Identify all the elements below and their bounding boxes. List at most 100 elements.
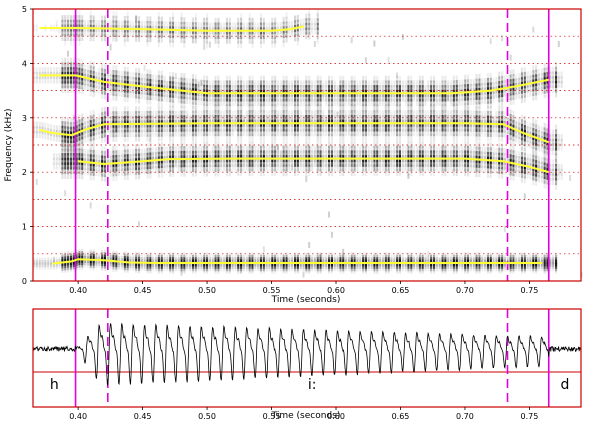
energy-cell — [183, 92, 186, 99]
energy-cell — [120, 263, 123, 270]
energy-cell — [191, 97, 194, 105]
energy-cell — [506, 112, 509, 120]
energy-cell — [271, 85, 274, 93]
energy-cell — [498, 116, 501, 123]
energy-cell — [268, 80, 271, 88]
energy-cell — [305, 124, 308, 132]
energy-cell — [35, 131, 38, 138]
energy-cell — [316, 18, 319, 26]
energy-cell — [191, 74, 194, 82]
energy-cell — [376, 141, 379, 148]
energy-cell — [120, 85, 123, 93]
energy-cell — [274, 159, 277, 167]
energy-cell — [464, 84, 467, 92]
energy-cell — [353, 75, 356, 83]
energy-cell — [109, 83, 112, 91]
energy-cell — [132, 254, 135, 262]
energy-cell — [118, 154, 121, 162]
energy-cell — [106, 74, 109, 81]
energy-cell — [555, 143, 558, 151]
energy-cell — [75, 167, 78, 175]
energy-cell — [254, 257, 257, 265]
energy-cell — [319, 254, 322, 262]
energy-cell — [257, 150, 260, 158]
energy-cell — [166, 160, 169, 168]
energy-cell — [430, 105, 433, 113]
energy-cell — [146, 143, 149, 151]
energy-cell — [103, 174, 106, 182]
energy-cell — [376, 75, 379, 83]
energy-cell — [78, 119, 81, 127]
energy-cell — [316, 85, 319, 93]
energy-cell — [92, 251, 95, 259]
energy-cell — [529, 264, 532, 272]
energy-cell — [189, 78, 192, 86]
energy-cell — [47, 257, 50, 265]
energy-cell — [489, 96, 492, 104]
energy-cell — [155, 30, 158, 38]
energy-cell — [325, 99, 328, 107]
energy-cell — [404, 99, 407, 107]
energy-cell — [200, 124, 203, 132]
energy-cell — [523, 257, 526, 265]
energy-cell — [101, 146, 104, 154]
energy-cell — [277, 261, 280, 269]
energy-cell — [396, 110, 399, 118]
energy-cell — [189, 254, 192, 262]
energy-cell — [333, 110, 336, 118]
energy-cell — [498, 143, 501, 151]
energy-cell — [172, 76, 175, 84]
energy-cell — [262, 141, 265, 148]
energy-cell — [316, 99, 319, 107]
energy-cell — [67, 162, 70, 170]
energy-cell — [86, 149, 89, 157]
formant-track-f2 — [77, 157, 550, 174]
energy-cell — [103, 87, 106, 95]
energy-cell — [503, 148, 506, 156]
energy-cell — [72, 19, 75, 27]
energy-cell — [546, 257, 549, 265]
energy-cell — [64, 251, 67, 259]
energy-cell — [214, 104, 217, 111]
energy-cell — [294, 150, 297, 158]
energy-cell — [135, 167, 138, 175]
energy-cell — [163, 261, 166, 269]
energy-cell — [407, 133, 410, 141]
energy-cell — [299, 28, 302, 36]
energy-cell — [455, 75, 458, 83]
energy-cell — [396, 254, 399, 262]
energy-cell — [529, 158, 532, 166]
energy-cell — [55, 134, 58, 142]
energy-cell — [478, 264, 481, 272]
energy-cell — [529, 75, 532, 83]
energy-cell — [174, 261, 177, 269]
energy-cell — [384, 124, 387, 132]
energy-cell — [92, 15, 95, 23]
energy-cell — [86, 168, 89, 176]
energy-cell — [86, 116, 89, 124]
energy-cell — [129, 111, 132, 119]
energy-cell — [535, 252, 538, 260]
energy-cell — [248, 169, 251, 177]
energy-cell — [458, 150, 461, 158]
energy-cell — [512, 266, 515, 274]
energy-cell — [112, 155, 115, 163]
energy-cell — [214, 141, 217, 149]
energy-cell — [84, 29, 87, 37]
energy-cell — [135, 67, 138, 75]
energy-cell — [472, 93, 475, 101]
energy-cell — [438, 150, 441, 158]
energy-cell — [92, 29, 95, 37]
energy-cell — [95, 154, 98, 162]
energy-cell — [81, 77, 84, 85]
energy-cell — [282, 85, 285, 93]
energy-cell — [115, 93, 118, 101]
energy-cell — [274, 41, 277, 49]
energy-cell — [123, 149, 126, 157]
energy-cell — [501, 148, 504, 156]
energy-cell — [109, 125, 112, 133]
energy-cell — [217, 36, 220, 44]
energy-cell — [362, 129, 365, 137]
energy-cell — [376, 169, 379, 177]
energy-cell — [197, 261, 200, 269]
